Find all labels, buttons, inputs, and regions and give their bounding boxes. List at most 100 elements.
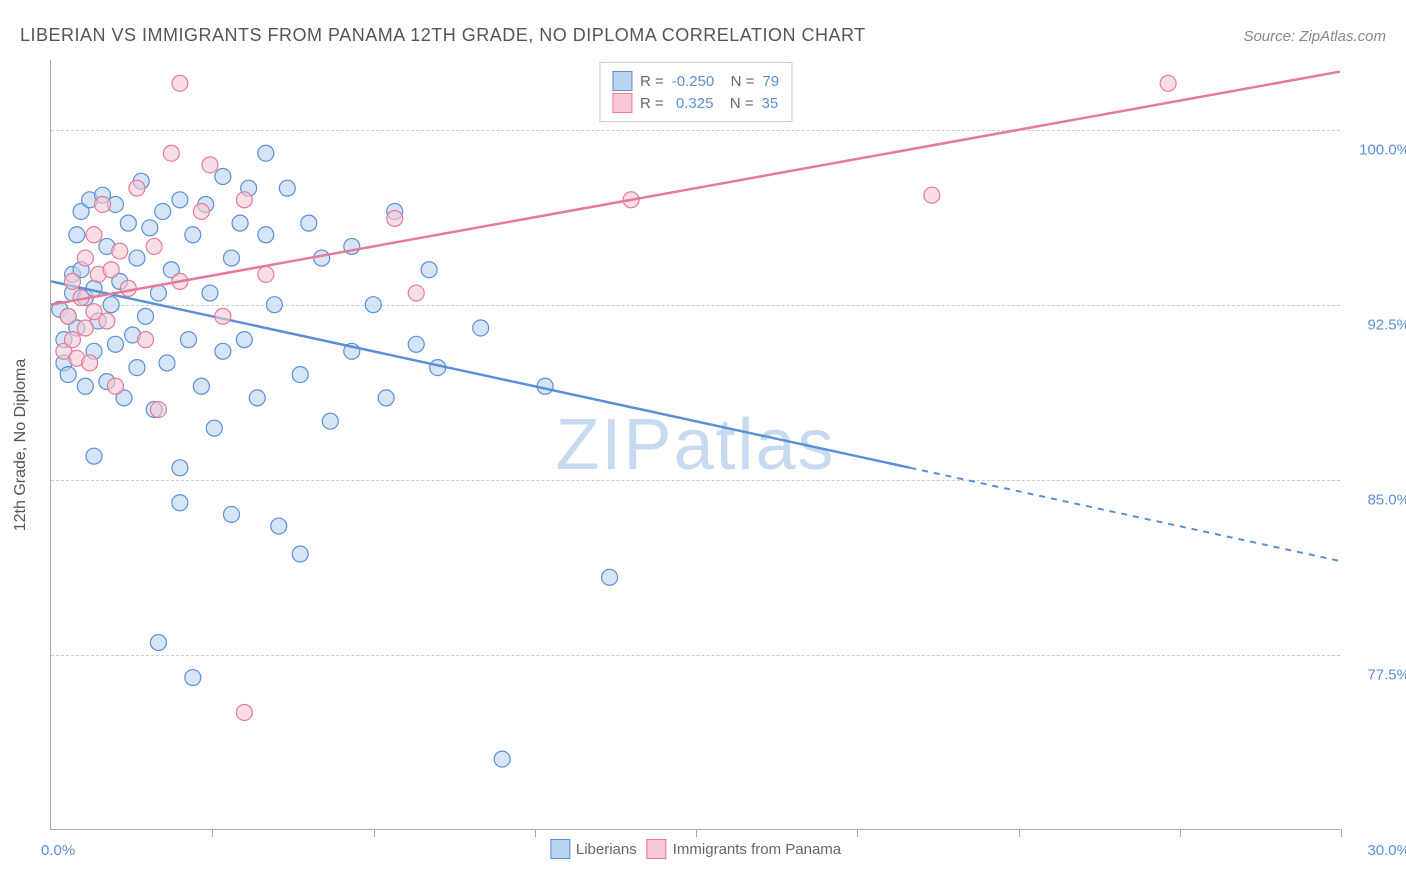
scatter-point	[86, 448, 102, 464]
scatter-point	[202, 285, 218, 301]
scatter-point	[138, 308, 154, 324]
y-tick-label: 77.5%	[1350, 667, 1406, 684]
scatter-point	[193, 203, 209, 219]
trend-line	[51, 281, 910, 467]
scatter-point	[95, 196, 111, 212]
scatter-point	[120, 215, 136, 231]
scatter-point	[215, 308, 231, 324]
scatter-point	[421, 262, 437, 278]
scatter-point	[365, 297, 381, 313]
scatter-point	[103, 262, 119, 278]
stats-n-label: N =	[722, 73, 754, 90]
scatter-point	[103, 297, 119, 313]
scatter-point	[258, 227, 274, 243]
scatter-point	[180, 332, 196, 348]
scatter-point	[77, 250, 93, 266]
stats-r-val-1: 0.325	[672, 95, 714, 112]
scatter-point	[150, 402, 166, 418]
scatter-point	[86, 227, 102, 243]
scatter-point	[185, 227, 201, 243]
scatter-point	[266, 297, 282, 313]
scatter-point	[159, 355, 175, 371]
scatter-point	[314, 250, 330, 266]
scatter-point	[924, 187, 940, 203]
chart-title: LIBERIAN VS IMMIGRANTS FROM PANAMA 12TH …	[20, 25, 866, 46]
scatter-point	[129, 250, 145, 266]
scatter-point	[223, 506, 239, 522]
scatter-point	[292, 367, 308, 383]
scatter-point	[322, 413, 338, 429]
stats-n-val-0: 79	[762, 73, 779, 90]
scatter-point	[271, 518, 287, 534]
scatter-point	[120, 280, 136, 296]
stats-row-0: R = -0.250 N = 79	[612, 71, 779, 91]
scatter-point	[77, 378, 93, 394]
scatter-point	[172, 75, 188, 91]
scatter-point	[82, 355, 98, 371]
y-tick-label: 85.0%	[1350, 492, 1406, 509]
scatter-point	[236, 704, 252, 720]
scatter-point	[60, 367, 76, 383]
scatter-point	[249, 390, 265, 406]
legend-swatch-blue	[612, 71, 632, 91]
scatter-point	[236, 192, 252, 208]
scatter-point	[1160, 75, 1176, 91]
scatter-point	[142, 220, 158, 236]
legend-swatch-pink	[647, 839, 667, 859]
scatter-point	[473, 320, 489, 336]
scatter-point	[64, 332, 80, 348]
legend-swatch-blue	[550, 839, 570, 859]
scatter-point	[150, 635, 166, 651]
scatter-point	[292, 546, 308, 562]
bottom-legend: Liberians Immigrants from Panama	[550, 839, 841, 859]
scatter-svg	[51, 60, 1340, 829]
plot-area: 12th Grade, No Diploma ZIPatlas 77.5%85.…	[50, 60, 1340, 830]
trend-line-dashed	[910, 468, 1340, 561]
scatter-point	[163, 145, 179, 161]
scatter-point	[258, 145, 274, 161]
legend-swatch-pink	[612, 93, 632, 113]
scatter-point	[232, 215, 248, 231]
stats-row-1: R = 0.325 N = 35	[612, 93, 779, 113]
scatter-point	[77, 320, 93, 336]
scatter-point	[99, 313, 115, 329]
scatter-point	[408, 336, 424, 352]
stats-n-label: N =	[721, 95, 753, 112]
scatter-point	[172, 495, 188, 511]
scatter-point	[60, 308, 76, 324]
y-tick-label: 92.5%	[1350, 317, 1406, 334]
scatter-point	[301, 215, 317, 231]
scatter-point	[408, 285, 424, 301]
scatter-point	[172, 192, 188, 208]
x-axis-label-min: 0.0%	[41, 842, 75, 859]
stats-legend: R = -0.250 N = 79 R = 0.325 N = 35	[599, 62, 792, 122]
stats-r-label: R =	[640, 95, 664, 112]
x-axis-label-max: 30.0%	[1367, 842, 1406, 859]
source-label: Source: ZipAtlas.com	[1243, 28, 1386, 45]
scatter-point	[146, 238, 162, 254]
scatter-point	[258, 266, 274, 282]
scatter-point	[215, 169, 231, 185]
scatter-point	[112, 243, 128, 259]
y-tick-label: 100.0%	[1350, 142, 1406, 159]
legend-item-1: Immigrants from Panama	[647, 839, 841, 859]
scatter-point	[387, 210, 403, 226]
scatter-point	[69, 227, 85, 243]
scatter-point	[138, 332, 154, 348]
scatter-point	[64, 273, 80, 289]
scatter-point	[172, 460, 188, 476]
scatter-point	[185, 670, 201, 686]
legend-item-0: Liberians	[550, 839, 637, 859]
stats-r-inner: 0.325	[676, 95, 714, 112]
scatter-point	[193, 378, 209, 394]
legend-label-0: Liberians	[576, 841, 637, 858]
scatter-point	[107, 378, 123, 394]
stats-r-val-0: -0.250	[672, 73, 715, 90]
legend-label-1: Immigrants from Panama	[673, 841, 841, 858]
scatter-point	[215, 343, 231, 359]
scatter-point	[202, 157, 218, 173]
scatter-point	[602, 569, 618, 585]
stats-n-val-1: 35	[762, 95, 779, 112]
scatter-point	[107, 336, 123, 352]
scatter-point	[155, 203, 171, 219]
